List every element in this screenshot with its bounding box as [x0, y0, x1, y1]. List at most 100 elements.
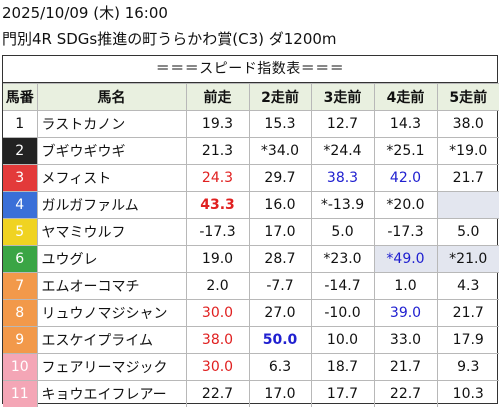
table-row: 3 メフィスト 24.3 29.7 38.3 42.0 21.7 — [3, 164, 499, 192]
speed-index-cell: 38.0 — [436, 110, 499, 138]
table-row: 4 ガルガファルム 43.3 16.0 *-13.9 *20.0 — [3, 191, 499, 219]
speed-index-cell: 4.3 — [436, 272, 499, 300]
horse-name-cell: フェアリーマジック — [36, 353, 187, 381]
horse-number-cell: 10 — [3, 353, 38, 381]
speed-index-cell: *24.4 — [310, 137, 375, 165]
speed-index-cell: 19.3 — [185, 110, 250, 138]
column-header: 3走前 — [310, 83, 375, 111]
speed-index-cell: -17.3 — [185, 218, 250, 246]
speed-index-cell: -17.3 — [373, 218, 438, 246]
speed-index-cell: -10.0 — [310, 299, 375, 327]
column-header: 5走前 — [436, 83, 499, 111]
speed-index-cell: 5.0 — [310, 218, 375, 246]
horse-name-cell: ヤマミウルフ — [36, 218, 187, 246]
speed-index-cell: 17.0 — [248, 218, 312, 246]
column-header: 馬名 — [36, 83, 187, 111]
horse-number-cell: 6 — [3, 245, 38, 273]
speed-index-cell: *34.0 — [248, 137, 312, 165]
speed-index-cell: 5.0 — [436, 218, 499, 246]
horse-number-cell: 9 — [3, 326, 38, 354]
speed-index-cell: 9.3 — [436, 353, 499, 381]
table-row: 11 キョウエイフレアー 22.7 17.0 17.7 22.7 10.3 — [3, 380, 499, 407]
speed-index-cell: 10.0 — [310, 326, 375, 354]
speed-index-cell: 6.3 — [248, 353, 312, 381]
speed-index-cell: 42.0 — [373, 164, 438, 192]
horse-name-cell: ユウグレ — [36, 245, 187, 273]
horse-name-cell: エムオーコマチ — [36, 272, 187, 300]
speed-index-cell: 30.0 — [185, 353, 250, 381]
speed-index-cell: 22.7 — [185, 380, 250, 407]
horse-name-cell: ラストカノン — [36, 110, 187, 138]
table-subtitle: ＝＝＝スピード指数表＝＝＝ — [3, 56, 497, 83]
speed-index-cell: 24.3 — [185, 164, 250, 192]
speed-index-cell: 17.0 — [248, 380, 312, 407]
horse-number-cell: 7 — [3, 272, 38, 300]
speed-index-cell: *20.0 — [373, 191, 438, 219]
speed-index-cell: 15.3 — [248, 110, 312, 138]
speed-index-cell: -7.7 — [248, 272, 312, 300]
speed-index-cell: 22.7 — [373, 380, 438, 407]
speed-index-cell: 30.0 — [185, 299, 250, 327]
speed-index-cell: 27.0 — [248, 299, 312, 327]
horse-name-cell: リュウノマジシャン — [36, 299, 187, 327]
speed-index-table: 馬番 馬名 前走 2走前 3走前 4走前 5走前 1 ラストカノン 19.3 15.3… — [3, 83, 499, 407]
speed-index-cell: 16.0 — [248, 191, 312, 219]
horse-number-cell: 5 — [3, 218, 38, 246]
speed-index-cell: 17.7 — [310, 380, 375, 407]
speed-index-cell: 21.7 — [436, 164, 499, 192]
speed-index-cell: *23.0 — [310, 245, 375, 273]
speed-index-cell: 29.7 — [248, 164, 312, 192]
horse-name-cell: ガルガファルム — [36, 191, 187, 219]
speed-index-cell: 18.7 — [310, 353, 375, 381]
column-header: 4走前 — [373, 83, 438, 111]
speed-index-cell: *19.0 — [436, 137, 499, 165]
speed-index-cell: 50.0 — [248, 326, 312, 354]
speed-index-cell: 38.3 — [310, 164, 375, 192]
speed-index-cell: 21.3 — [185, 137, 250, 165]
speed-index-cell: 19.0 — [185, 245, 250, 273]
speed-index-cell: 1.0 — [373, 272, 438, 300]
speed-index-cell: 39.0 — [373, 299, 438, 327]
table-row: 5 ヤマミウルフ -17.3 17.0 5.0 -17.3 5.0 — [3, 218, 499, 246]
table-header-row: 馬番 馬名 前走 2走前 3走前 4走前 5走前 — [3, 83, 499, 111]
speed-index-cell: 14.3 — [373, 110, 438, 138]
table-row: 7 エムオーコマチ 2.0 -7.7 -14.7 1.0 4.3 — [3, 272, 499, 300]
table-row: 9 エスケイプライム 38.0 50.0 10.0 33.0 17.9 — [3, 326, 499, 354]
horse-number-cell: 11 — [3, 380, 38, 407]
table-row: 2 ブギウギウギ 21.3 *34.0 *24.4 *25.1 *19.0 — [3, 137, 499, 165]
horse-number-cell: 4 — [3, 191, 38, 219]
speed-index-cell: 33.0 — [373, 326, 438, 354]
speed-index-cell: -14.7 — [310, 272, 375, 300]
speed-index-cell: 21.7 — [373, 353, 438, 381]
race-date: 2025/10/09 (木) 16:00 — [2, 4, 168, 22]
horse-number-cell: 2 — [3, 137, 38, 165]
table-row: 6 ユウグレ 19.0 28.7 *23.0 *49.0 *21.0 — [3, 245, 499, 273]
speed-index-cell: *-13.9 — [310, 191, 375, 219]
table-row: 1 ラストカノン 19.3 15.3 12.7 14.3 38.0 — [3, 110, 499, 138]
speed-index-cell — [436, 191, 499, 219]
speed-index-cell: *49.0 — [373, 245, 438, 273]
column-header: 2走前 — [248, 83, 312, 111]
race-title: 門別4R SDGs推進の町うらかわ賞(C3) ダ1200m — [2, 30, 337, 48]
speed-index-table-frame: ＝＝＝スピード指数表＝＝＝ 馬番 馬名 前走 2走前 3走前 4走前 5走前 1… — [2, 55, 499, 407]
speed-index-cell: 28.7 — [248, 245, 312, 273]
header: 2025/10/09 (木) 16:00 門別4R SDGs推進の町うらかわ賞(… — [2, 0, 500, 52]
speed-index-cell: 12.7 — [310, 110, 375, 138]
speed-index-cell: 10.3 — [436, 380, 499, 407]
column-header: 馬番 — [3, 83, 38, 111]
table-row: 10 フェアリーマジック 30.0 6.3 18.7 21.7 9.3 — [3, 353, 499, 381]
horse-number-cell: 8 — [3, 299, 38, 327]
horse-number-cell: 3 — [3, 164, 38, 192]
horse-name-cell: エスケイプライム — [36, 326, 187, 354]
speed-index-cell: 17.9 — [436, 326, 499, 354]
speed-index-cell: 38.0 — [185, 326, 250, 354]
speed-index-cell: 21.7 — [436, 299, 499, 327]
horse-name-cell: キョウエイフレアー — [36, 380, 187, 407]
horse-name-cell: メフィスト — [36, 164, 187, 192]
speed-index-cell: 2.0 — [185, 272, 250, 300]
horse-number-cell: 1 — [3, 110, 38, 138]
speed-index-cell: 43.3 — [185, 191, 250, 219]
horse-name-cell: ブギウギウギ — [36, 137, 187, 165]
column-header: 前走 — [185, 83, 250, 111]
table-row: 8 リュウノマジシャン 30.0 27.0 -10.0 39.0 21.7 — [3, 299, 499, 327]
